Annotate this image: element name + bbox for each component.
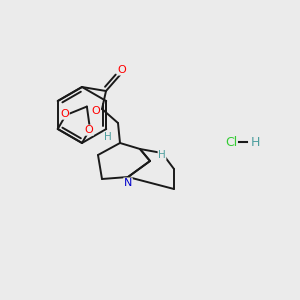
Text: N: N bbox=[124, 178, 132, 188]
Text: O: O bbox=[85, 125, 93, 135]
Text: O: O bbox=[118, 65, 126, 75]
Text: Cl: Cl bbox=[225, 136, 237, 148]
Text: H: H bbox=[158, 150, 166, 160]
Text: O: O bbox=[92, 106, 100, 116]
Text: O: O bbox=[60, 109, 69, 119]
Text: H: H bbox=[251, 136, 260, 148]
Text: H: H bbox=[104, 132, 112, 142]
